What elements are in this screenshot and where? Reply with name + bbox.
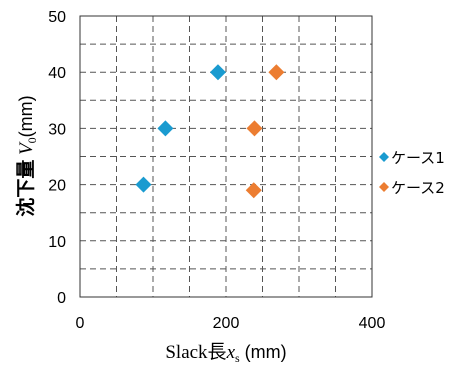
- y-tick-labels: 0 10 20 30 40 50: [48, 9, 66, 307]
- series-2-point: [246, 120, 263, 137]
- x-axis-label: Slack長xs (mm): [165, 342, 286, 365]
- y-tick-label: 30: [48, 121, 66, 138]
- y-tick-label: 10: [48, 234, 66, 251]
- series-1-point: [135, 176, 152, 193]
- series-1-point: [209, 64, 226, 81]
- legend-label: ケース2: [391, 179, 445, 197]
- x-tick-label: 400: [359, 315, 386, 332]
- series-2-point: [245, 182, 262, 199]
- y-tick-label: 0: [57, 290, 66, 307]
- x-tick-label: 200: [213, 315, 240, 332]
- x-tick-labels: 0 200 400: [76, 315, 386, 332]
- series-2-point: [268, 64, 285, 81]
- y-tick-label: 20: [48, 178, 66, 195]
- legend-marker: [379, 182, 389, 192]
- legend-marker: [379, 152, 389, 162]
- y-tick-label: 40: [48, 65, 66, 82]
- gridlines: [80, 16, 372, 297]
- data-points: [135, 64, 285, 199]
- plot-border: [79, 15, 373, 298]
- series-1-point: [157, 120, 174, 137]
- legend: ケース1 ケース2: [379, 149, 445, 197]
- y-tick-label: 50: [48, 9, 66, 26]
- x-tick-label: 0: [76, 315, 85, 332]
- y-axis-label: 沈下量 V0(mm): [14, 95, 39, 216]
- legend-label: ケース1: [391, 149, 445, 167]
- plot-area: [79, 15, 373, 298]
